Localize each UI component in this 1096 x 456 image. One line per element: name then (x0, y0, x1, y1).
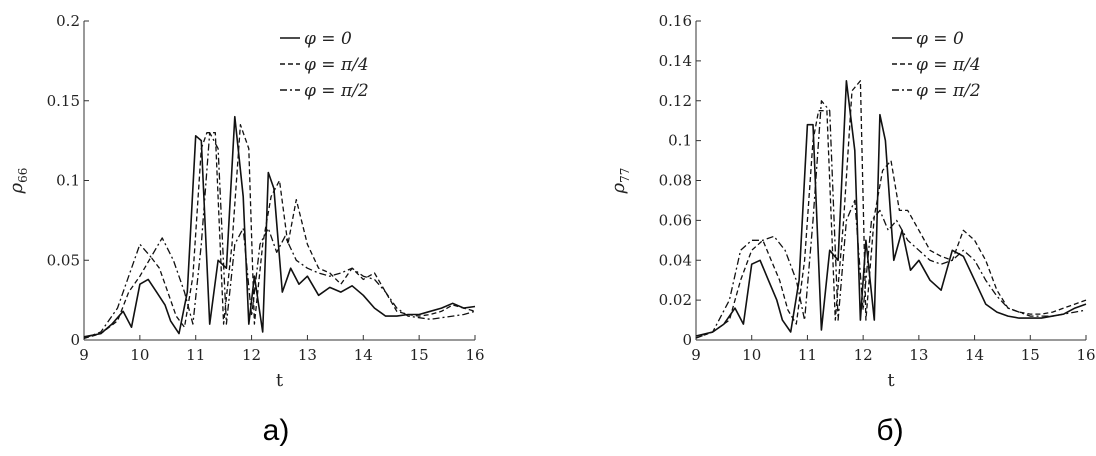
x-tick-label: 15 (1021, 346, 1040, 364)
y-tick-label: 0 (682, 331, 692, 349)
y-axis-label-sub: 66 (16, 168, 30, 183)
legend-entry: φ = π/2 (304, 81, 369, 101)
y-axis-label-sub: 77 (618, 168, 632, 183)
svg-text:ρ66: ρ66 (6, 168, 30, 195)
series-line-dashed (83, 124, 476, 340)
chart-panel-a: 0 0.05 0.1 0.15 0.2 9 10 11 12 13 14 15 16 t ρ66 φ = 0 φ… (6, 12, 485, 447)
y-tick-label: 0 (70, 331, 80, 349)
x-tick-label: 14 (354, 346, 373, 364)
y-tick-label: 0.08 (659, 172, 692, 190)
x-tick-label: 15 (410, 346, 429, 364)
series-line-solid (695, 80, 1087, 337)
y-tick-label: 0.04 (659, 251, 692, 269)
panel-label: б) (876, 414, 903, 447)
y-tick-label: 0.15 (47, 92, 80, 110)
y-tick-label: 0.02 (659, 291, 692, 309)
series-line-dashdot (695, 100, 1087, 339)
legend-entry: φ = 0 (916, 29, 964, 49)
y-tick-label: 0.1 (668, 132, 692, 150)
x-tick-label: 12 (242, 346, 261, 364)
x-tick-label: 13 (909, 346, 928, 364)
series-line-solid (83, 115, 476, 338)
y-axis-label: ρ66 (6, 168, 30, 195)
x-tick-label: 9 (79, 346, 89, 364)
legend-entry: φ = 0 (304, 29, 352, 49)
x-tick-label: 11 (798, 346, 817, 364)
y-tick-label: 0.1 (56, 172, 80, 190)
x-tick-label: 11 (186, 346, 205, 364)
x-tick-label: 13 (298, 346, 317, 364)
y-tick-label: 0.06 (659, 211, 692, 229)
y-tick-label: 0.14 (659, 52, 692, 70)
y-tick-label: 0.05 (47, 251, 80, 269)
series-line-dashdot (83, 132, 476, 340)
chart-panel-b: 0 0.02 0.04 0.06 0.08 0.1 0.12 0.14 0.16 9 10 11 12 1… (608, 12, 1096, 447)
x-axis-label: t (887, 370, 895, 391)
legend-entry: φ = π/4 (916, 55, 981, 75)
svg-text:ρ77: ρ77 (608, 168, 632, 195)
x-tick-label: 12 (854, 346, 873, 364)
y-tick-label: 0.12 (659, 92, 692, 110)
panel-label: а) (263, 414, 290, 447)
y-axis-label: ρ77 (608, 168, 632, 195)
x-tick-label: 16 (465, 346, 484, 364)
x-tick-label: 16 (1076, 346, 1095, 364)
y-tick-label: 0.16 (659, 12, 692, 30)
x-tick-label: 14 (965, 346, 984, 364)
legend-entry: φ = π/4 (304, 55, 369, 75)
x-tick-label: 10 (130, 346, 149, 364)
y-tick-label: 0.2 (56, 12, 80, 30)
y-axis-label-base: ρ (608, 182, 629, 194)
y-axis-label-base: ρ (6, 182, 27, 194)
x-tick-label: 10 (742, 346, 761, 364)
x-axis-label: t (276, 370, 284, 391)
x-tick-label: 9 (691, 346, 701, 364)
legend-entry: φ = π/2 (916, 81, 981, 101)
